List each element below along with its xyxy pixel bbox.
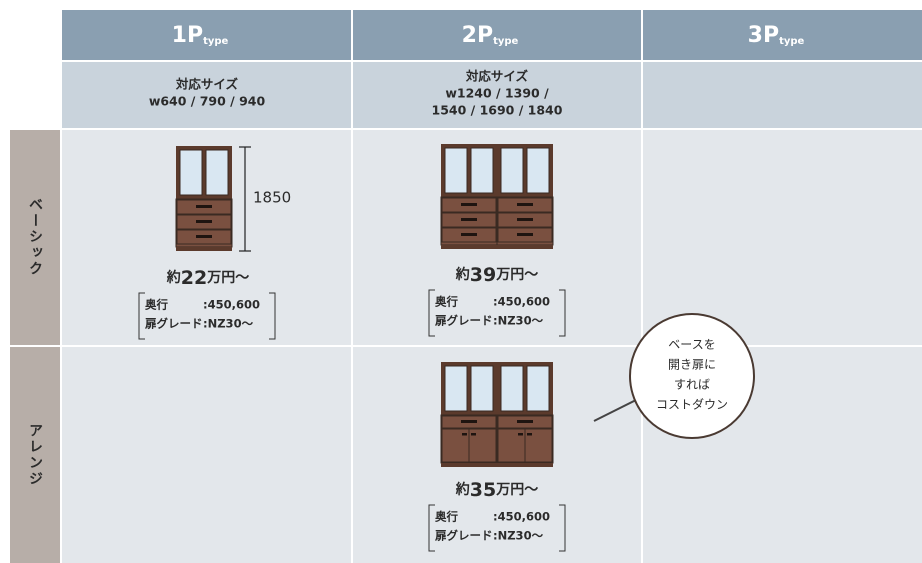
header: 2Ptype bbox=[462, 23, 519, 48]
spec-label: 奥行 bbox=[144, 298, 168, 312]
price-prefix: 約 bbox=[455, 266, 470, 283]
row-label-cell bbox=[10, 347, 60, 563]
header: 1Ptype bbox=[172, 23, 229, 48]
price-number: 22 bbox=[181, 267, 207, 289]
handle bbox=[196, 235, 212, 238]
handle bbox=[527, 433, 532, 436]
bracket bbox=[559, 504, 566, 552]
header-cell bbox=[62, 10, 351, 60]
spec-value: :NZ30～ bbox=[493, 314, 544, 328]
glass bbox=[470, 147, 494, 194]
spec-label: 扉グレード bbox=[434, 529, 493, 543]
glass bbox=[500, 365, 524, 412]
cabinet bbox=[175, 146, 233, 251]
header-sub: type bbox=[779, 36, 804, 47]
size-line: w1240 / 1390 / bbox=[445, 86, 549, 101]
handle bbox=[461, 203, 477, 206]
spec-label: 扉グレード bbox=[434, 314, 493, 328]
header-main: 2P bbox=[462, 23, 493, 48]
price-prefix: 約 bbox=[455, 481, 470, 498]
header-cell bbox=[643, 10, 922, 60]
bracket bbox=[428, 504, 435, 552]
glass bbox=[526, 147, 550, 194]
bracket bbox=[138, 292, 145, 340]
price-suffix: 万円～ bbox=[495, 482, 538, 498]
cabinet-base bbox=[441, 463, 553, 467]
handle bbox=[517, 233, 533, 236]
header-main: 3P bbox=[748, 23, 779, 48]
price-suffix: 万円～ bbox=[495, 267, 538, 283]
callout-circle bbox=[629, 313, 755, 439]
row-label: アレンジ bbox=[27, 423, 43, 487]
row-label-cell bbox=[10, 130, 60, 345]
size-line: w640 / 790 / 940 bbox=[149, 94, 266, 109]
row-label: ベーシック bbox=[27, 197, 43, 277]
size-cell bbox=[353, 62, 641, 128]
callout-tail bbox=[593, 397, 641, 422]
bracket bbox=[269, 292, 276, 340]
cabinet-base bbox=[176, 247, 232, 251]
callout-text: 開き扉に bbox=[668, 358, 716, 372]
callout-text: ベースを bbox=[668, 338, 715, 352]
handle bbox=[517, 218, 533, 221]
handle bbox=[517, 420, 533, 423]
handle bbox=[517, 203, 533, 206]
size-cell bbox=[643, 62, 922, 128]
spec-value: :450,600 bbox=[493, 295, 550, 309]
bracket bbox=[559, 289, 566, 337]
price: 約39万円～ bbox=[455, 264, 538, 286]
callout-text: コストダウン bbox=[656, 397, 728, 412]
cabinet-base bbox=[441, 245, 553, 249]
callout-text: すれば bbox=[674, 378, 710, 392]
handle bbox=[461, 218, 477, 221]
price: 約35万円～ bbox=[455, 479, 538, 501]
glass bbox=[526, 365, 550, 412]
spec-value: :NZ30～ bbox=[203, 317, 254, 331]
header-sub: type bbox=[493, 36, 518, 47]
handle bbox=[518, 433, 523, 436]
glass bbox=[444, 147, 468, 194]
glass bbox=[500, 147, 524, 194]
spec-label: 奥行 bbox=[434, 295, 458, 309]
spec-value: :450,600 bbox=[203, 298, 260, 312]
handle bbox=[471, 433, 476, 436]
cell bbox=[643, 130, 922, 345]
cabinet bbox=[440, 362, 554, 467]
handle bbox=[461, 233, 477, 236]
price-suffix: 万円～ bbox=[206, 270, 249, 286]
price-prefix: 約 bbox=[166, 269, 181, 286]
glass bbox=[179, 149, 203, 196]
price: 約22万円～ bbox=[166, 267, 249, 289]
price-number: 35 bbox=[470, 479, 496, 501]
cell bbox=[62, 347, 351, 563]
handle bbox=[196, 220, 212, 223]
size-line: 1540 / 1690 / 1840 bbox=[432, 103, 563, 118]
header-cell bbox=[353, 10, 641, 60]
spec-label: 扉グレード bbox=[144, 317, 203, 331]
handle bbox=[461, 420, 477, 423]
spec-value: :450,600 bbox=[493, 510, 550, 524]
price-number: 39 bbox=[470, 264, 496, 286]
glass bbox=[205, 149, 229, 196]
header: 3Ptype bbox=[748, 23, 805, 48]
handle bbox=[196, 205, 212, 208]
cabinet bbox=[440, 144, 554, 249]
size-cell bbox=[62, 62, 351, 128]
header-sub: type bbox=[203, 36, 228, 47]
size-label: 対応サイズ bbox=[175, 77, 239, 92]
height-label: 1850 bbox=[253, 189, 291, 207]
glass bbox=[470, 365, 494, 412]
callout: ベースを 開き扉に すれば コストダウン bbox=[593, 313, 755, 439]
spec-label: 奥行 bbox=[434, 510, 458, 524]
bracket bbox=[428, 289, 435, 337]
header-main: 1P bbox=[172, 23, 203, 48]
spec-value: :NZ30～ bbox=[493, 529, 544, 543]
handle bbox=[462, 433, 467, 436]
glass bbox=[444, 365, 468, 412]
size-label: 対応サイズ bbox=[465, 69, 529, 84]
